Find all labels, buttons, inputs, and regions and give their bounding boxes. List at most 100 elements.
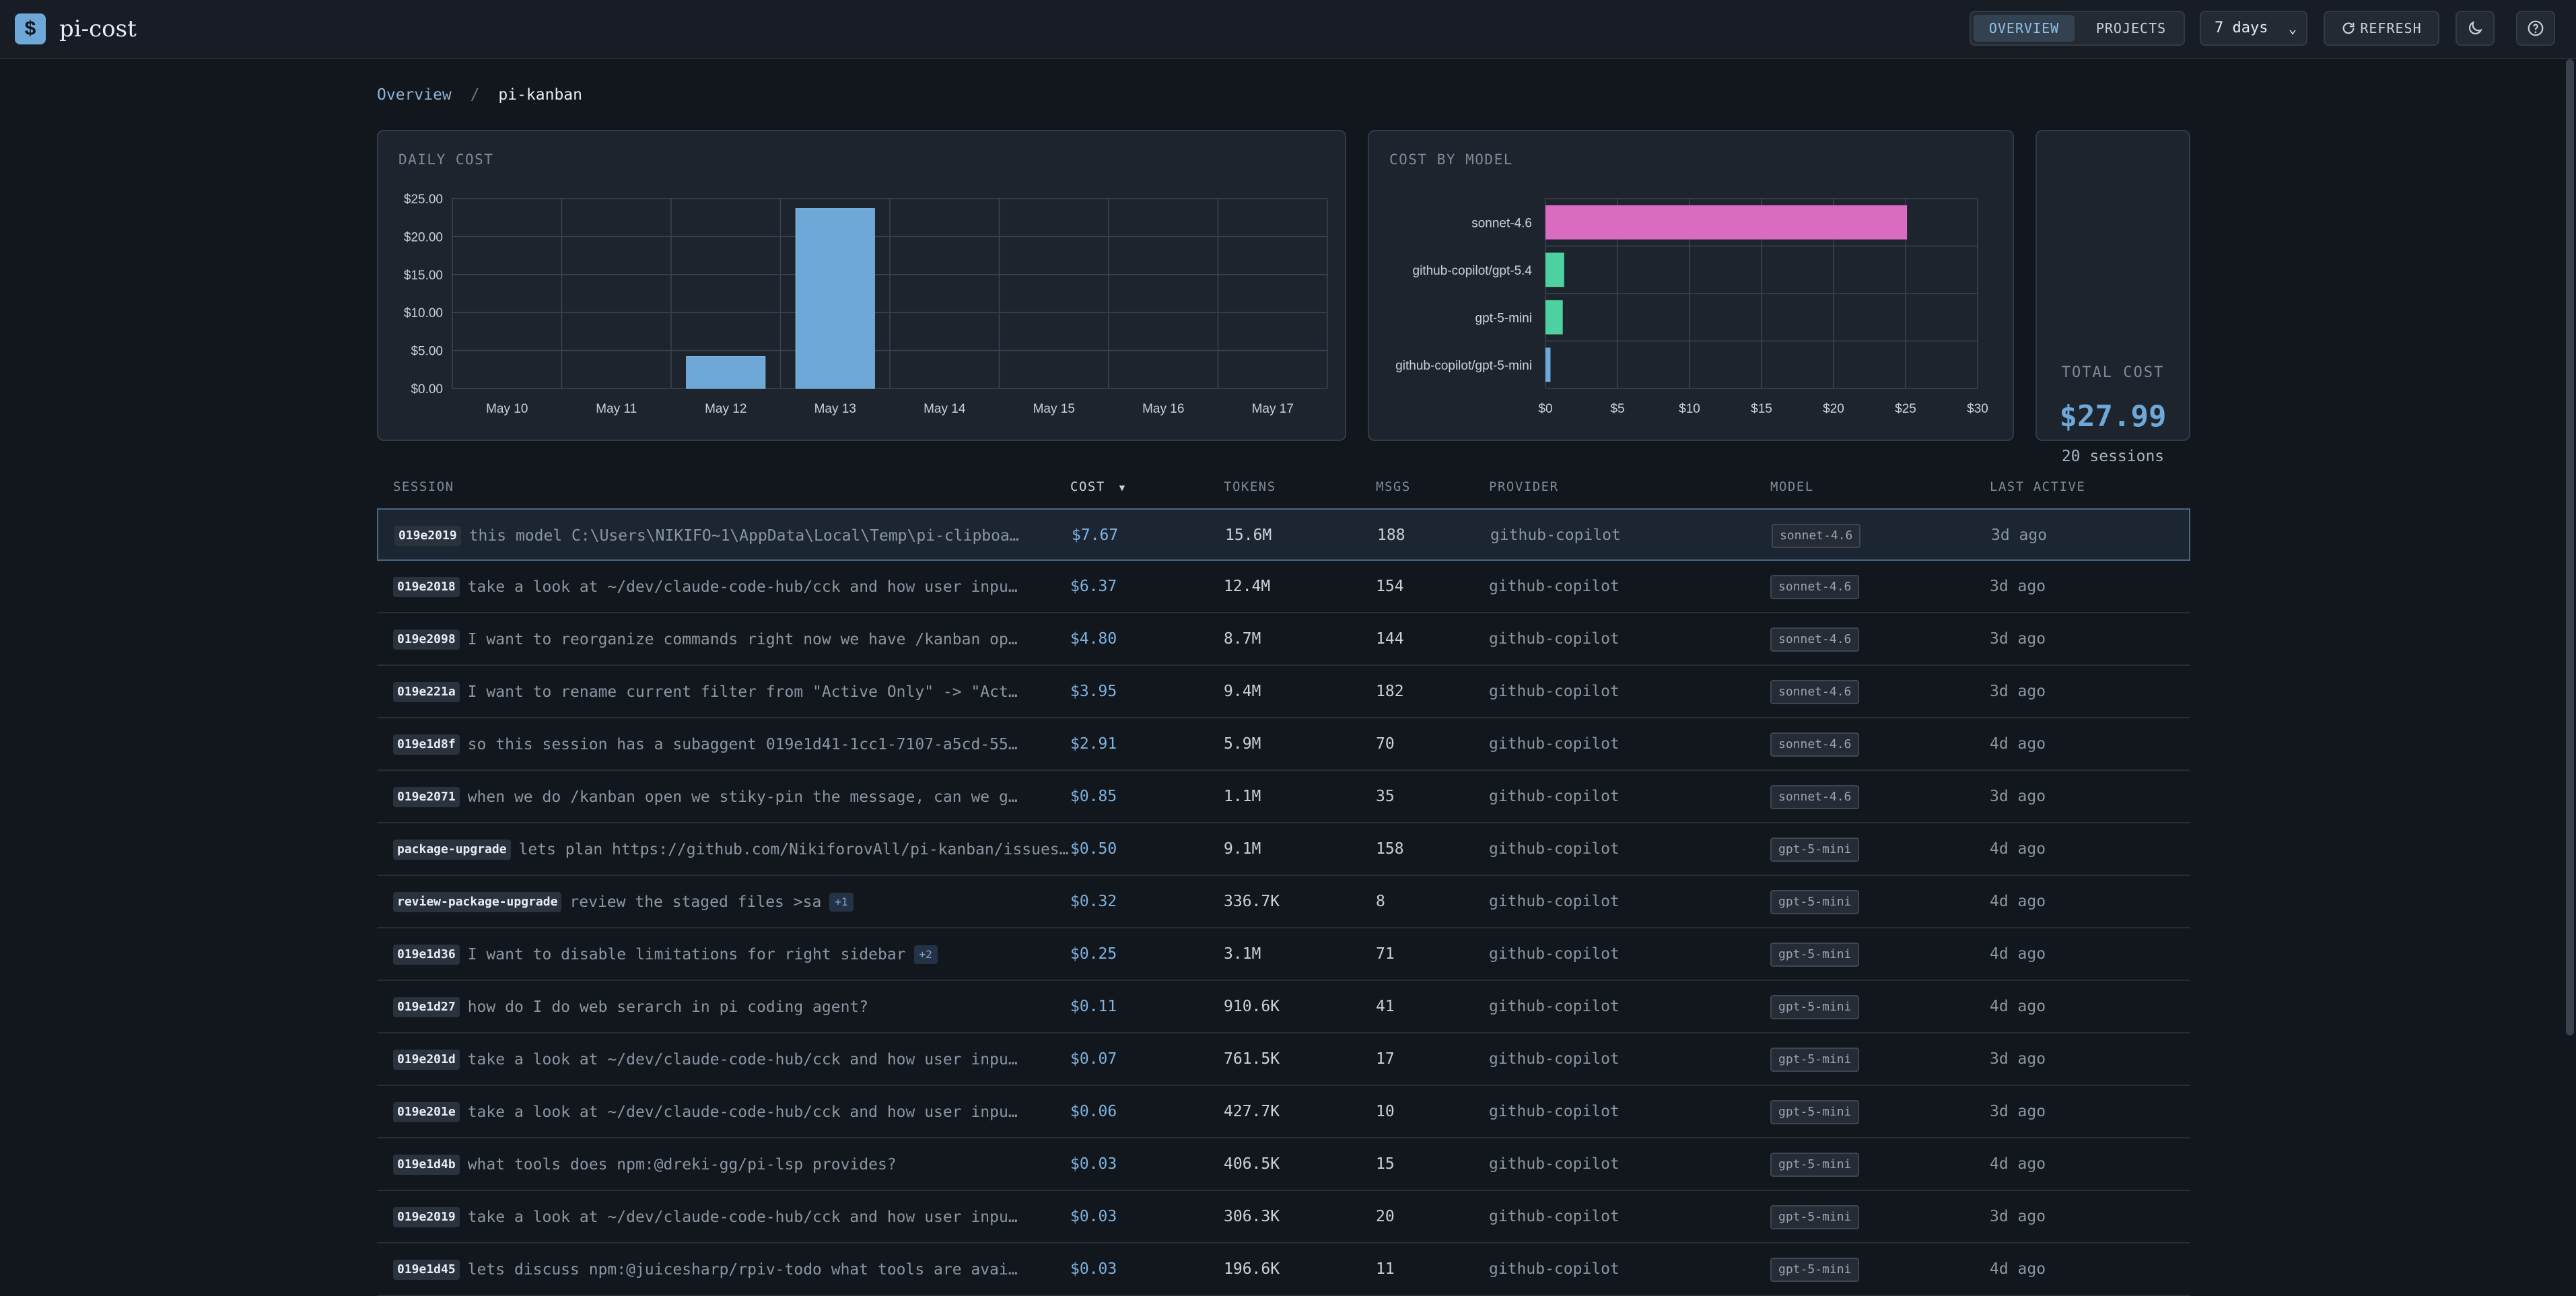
cost-by-model-title: COST BY MODEL — [1389, 151, 1513, 168]
cost-cell: $0.50 — [1070, 840, 1117, 858]
theme-toggle-button[interactable] — [2456, 11, 2495, 46]
model-cell: gpt-5-mini — [1770, 876, 1860, 927]
table-row[interactable]: 019e201e take a look at ~/dev/claude-code… — [377, 1086, 2190, 1138]
model-cell: gpt-5-mini — [1770, 1138, 1860, 1190]
session-id-badge: 019e2071 — [393, 786, 460, 807]
tokens-cell: 910.6K — [1224, 998, 1280, 1015]
breadcrumb-current: pi-kanban — [498, 86, 582, 104]
page-scrollbar[interactable] — [2566, 59, 2574, 1035]
last-active-cell: 4d ago — [1990, 945, 2046, 963]
breadcrumb-overview-link[interactable]: Overview — [377, 86, 452, 104]
table-row[interactable]: 019e1d8f so this session has a subaggent … — [377, 718, 2190, 771]
msgs-cell: 144 — [1376, 630, 1404, 648]
model-cell: sonnet-4.6 — [1770, 666, 1860, 717]
model-cost-bar — [1545, 300, 1563, 335]
app-title: pi-cost — [59, 15, 137, 42]
table-row[interactable]: 019e1d27 how do I do web serarch in pi co… — [377, 981, 2190, 1033]
session-cell: 019e2019 this model C:\Users\NIKIFO~1\App… — [394, 510, 1418, 561]
table-row[interactable]: 019e1d45 lets discuss npm:@juicesharp/rpi… — [377, 1243, 2190, 1296]
msgs-cell: 158 — [1376, 840, 1404, 858]
tokens-cell: 1.1M — [1224, 788, 1261, 805]
table-row[interactable]: 019e2019 this model C:\Users\NIKIFO~1\App… — [377, 508, 2190, 561]
table-row[interactable]: package-upgrade lets plan https://github.… — [377, 823, 2190, 876]
provider-cell: github-copilot — [1489, 1155, 1620, 1173]
view-switch: OVERVIEW PROJECTS — [1970, 11, 2185, 46]
sort-desc-icon: ▼ — [1119, 483, 1126, 493]
provider-cell: github-copilot — [1490, 526, 1621, 544]
model-chip: gpt-5-mini — [1770, 1047, 1860, 1072]
model-cell: sonnet-4.6 — [1770, 718, 1860, 770]
chevron-down-icon: ⌄ — [2288, 20, 2297, 36]
table-row[interactable]: 019e2018 take a look at ~/dev/claude-code… — [377, 561, 2190, 613]
y-tick-label: $5.00 — [411, 345, 443, 359]
cost-cell: $0.07 — [1070, 1050, 1117, 1068]
cost-cell: $0.11 — [1070, 998, 1117, 1015]
cost-cell: $0.03 — [1070, 1208, 1117, 1225]
col-model[interactable]: MODEL — [1770, 479, 1814, 494]
tokens-cell: 306.3K — [1224, 1208, 1280, 1225]
tokens-cell: 196.6K — [1224, 1260, 1280, 1278]
refresh-button[interactable]: REFRESH — [2324, 11, 2439, 46]
col-cost[interactable]: COST ▼ — [1070, 479, 1126, 494]
x-tick-label: $5 — [1610, 402, 1624, 416]
last-active-cell: 3d ago — [1990, 683, 2046, 700]
session-id-badge: 019e2019 — [394, 525, 461, 546]
col-session[interactable]: SESSION — [393, 479, 454, 494]
col-provider[interactable]: PROVIDER — [1489, 479, 1559, 494]
daily-cost-bar — [686, 356, 766, 389]
last-active-cell: 4d ago — [1990, 1260, 2046, 1278]
table-row[interactable]: 019e221a I want to rename current filter … — [377, 666, 2190, 718]
tokens-cell: 3.1M — [1224, 945, 1261, 963]
y-tick-label: $20.00 — [404, 230, 443, 244]
moon-icon — [2468, 21, 2482, 35]
tab-projects[interactable]: PROJECTS — [2095, 20, 2167, 36]
model-chip: gpt-5-mini — [1770, 994, 1860, 1019]
provider-cell: github-copilot — [1489, 893, 1620, 910]
session-prompt: take a look at ~/dev/claude-code-hub/cck… — [467, 1050, 1026, 1068]
model-chip: sonnet-4.6 — [1770, 784, 1860, 809]
provider-cell: github-copilot — [1489, 578, 1620, 595]
help-button[interactable] — [2516, 11, 2555, 46]
dollar-logo-icon: $ — [15, 13, 46, 44]
model-chip: gpt-5-mini — [1770, 889, 1860, 914]
cost-cell: $0.85 — [1070, 788, 1117, 805]
table-row[interactable]: review-package-upgrade review the staged … — [377, 876, 2190, 928]
col-last-active[interactable]: LAST ACTIVE — [1990, 479, 2086, 494]
provider-cell: github-copilot — [1489, 683, 1620, 700]
last-active-cell: 4d ago — [1990, 735, 2046, 753]
y-tick-label: github-copilot/gpt-5-mini — [1395, 359, 1532, 373]
session-cell: package-upgrade lets plan https://github.… — [393, 823, 1416, 875]
session-prompt: lets plan https://github.com/NikiforovAl… — [518, 840, 1078, 858]
session-prompt: how do I do web serarch in pi coding age… — [467, 998, 869, 1016]
range-select[interactable]: 7 days ⌄ — [2200, 11, 2307, 46]
last-active-cell: 4d ago — [1990, 840, 2046, 858]
table-row[interactable]: 019e1d4b what tools does npm:@dreki-gg/pi… — [377, 1138, 2190, 1191]
table-row[interactable]: 019e2098 I want to reorganize commands ri… — [377, 613, 2190, 666]
col-tokens[interactable]: TOKENS — [1224, 479, 1276, 494]
session-prompt: lets discuss npm:@juicesharp/rpiv-todo w… — [467, 1260, 1026, 1278]
session-prompt: take a look at ~/dev/claude-code-hub/cck… — [467, 1103, 1026, 1121]
session-cell: 019e1d8f so this session has a subaggent … — [393, 718, 1416, 770]
breadcrumb: Overview / pi-kanban — [377, 86, 582, 104]
table-row[interactable]: 019e1d36 I want to disable limitations fo… — [377, 928, 2190, 981]
table-row[interactable]: 019e201d take a look at ~/dev/claude-code… — [377, 1033, 2190, 1086]
session-cell: 019e1d27 how do I do web serarch in pi co… — [393, 981, 1416, 1032]
x-tick-label: May 15 — [1033, 402, 1075, 416]
last-active-cell: 3d ago — [1991, 526, 2048, 544]
col-cost-label: COST — [1070, 479, 1105, 494]
last-active-cell: 3d ago — [1990, 1103, 2046, 1120]
msgs-cell: 17 — [1376, 1050, 1395, 1068]
last-active-cell: 4d ago — [1990, 1155, 2046, 1173]
provider-cell: github-copilot — [1489, 840, 1620, 858]
session-cell: 019e1d36 I want to disable limitations fo… — [393, 928, 1416, 980]
table-row[interactable]: 019e2019 take a look at ~/dev/claude-code… — [377, 1191, 2190, 1243]
model-cell: sonnet-4.6 — [1770, 771, 1860, 822]
tokens-cell: 406.5K — [1224, 1155, 1280, 1173]
col-msgs[interactable]: MSGS — [1376, 479, 1411, 494]
session-cell: 019e201e take a look at ~/dev/claude-code… — [393, 1086, 1416, 1137]
table-row[interactable]: 019e2071 when we do /kanban open we stiky… — [377, 771, 2190, 823]
msgs-cell: 182 — [1376, 683, 1404, 700]
provider-cell: github-copilot — [1489, 630, 1620, 648]
y-tick-label: $25.00 — [404, 193, 443, 207]
tab-overview[interactable]: OVERVIEW — [1974, 15, 2075, 42]
